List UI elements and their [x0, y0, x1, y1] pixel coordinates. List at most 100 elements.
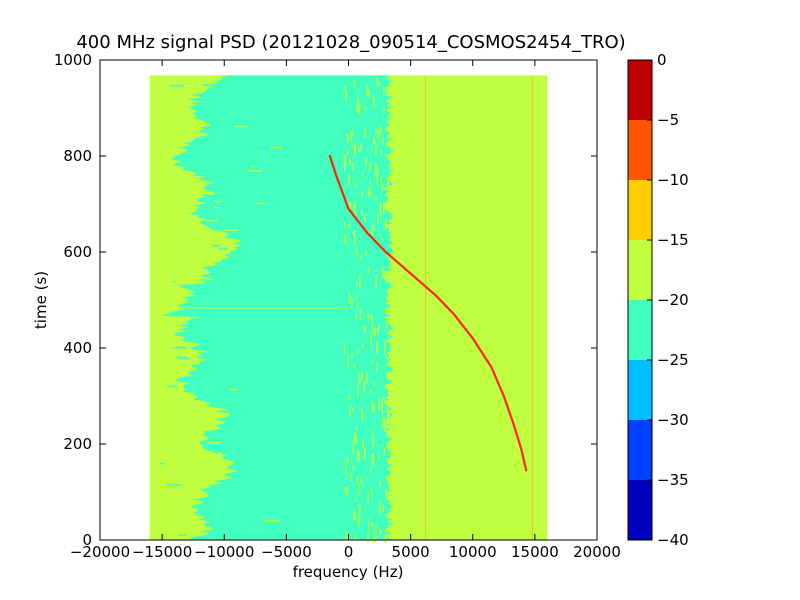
heatmap-speckle [361, 410, 364, 423]
heatmap-speckle [347, 459, 350, 463]
y-tick-label: 800 [63, 147, 92, 165]
heatmap-speckle [360, 407, 363, 412]
signal-point [525, 469, 528, 472]
heatmap-speckle [368, 187, 370, 196]
colorbar-tick-label: −25 [657, 351, 689, 369]
heatmap-speckle [343, 165, 346, 169]
heatmap-speckle [388, 425, 391, 430]
heatmap-speckle [350, 296, 353, 307]
signal-point [347, 207, 350, 210]
signal-point [434, 294, 437, 297]
heatmap-speckle [376, 76, 379, 85]
heatmap-speckle [380, 529, 382, 535]
heatmap-speckle [355, 248, 358, 254]
heatmap-speckle [389, 161, 392, 172]
y-axis-label: time (s) [32, 271, 50, 329]
heatmap-speckle [214, 142, 226, 145]
heatmap-speckle [358, 451, 360, 463]
colorbar-segment [628, 480, 652, 540]
heatmap-speckle [358, 275, 361, 288]
heatmap-speckle [352, 133, 354, 137]
x-axis-ticks: −20000 −15000 −10000 −5000 0 5000 10000 15000 20… [70, 60, 621, 561]
heatmap-speckle [202, 84, 218, 86]
heatmap-speckle [358, 485, 361, 496]
heatmap-speckle [353, 432, 356, 442]
signal-point [328, 155, 331, 157]
heatmap-speckle [188, 496, 197, 499]
heatmap-speckle [387, 186, 390, 195]
heatmap-speckle [372, 223, 374, 237]
heatmap-speckle [361, 172, 364, 179]
heatmap-speckle [343, 153, 346, 166]
heatmap-speckle [384, 218, 387, 230]
heatmap-speckle [350, 473, 352, 482]
heatmap-speckle [380, 237, 383, 241]
heatmap-speckle [174, 396, 188, 399]
heatmap-speckle [383, 447, 386, 456]
heatmap-speckle [382, 86, 385, 95]
heatmap-speckle [378, 82, 381, 87]
heatmap-speckle [350, 130, 352, 143]
heatmap-speckle [355, 434, 357, 445]
heatmap-speckle [205, 179, 213, 182]
heatmap-speckle [357, 96, 359, 108]
heatmap-speckle [379, 125, 382, 137]
colorbar: −40 −35 −30 −25 −20 −15 −10 −5 0 [627, 51, 689, 549]
heatmap-speckle [201, 312, 208, 315]
chart-title: 400 MHz signal PSD (20121028_090514_COSM… [76, 32, 625, 53]
heatmap-speckle [386, 320, 388, 329]
heatmap-speckle [355, 497, 357, 501]
heatmap-speckle [365, 157, 368, 166]
heatmap-speckle [387, 135, 389, 140]
signal-point [384, 251, 387, 253]
heatmap-speckle [229, 388, 238, 391]
heatmap-speckle [353, 78, 356, 89]
heatmap-speckle [390, 145, 392, 152]
heatmap-speckle [387, 291, 390, 299]
heatmap-speckle [343, 343, 346, 355]
heatmap-speckle [346, 133, 349, 143]
heatmap-speckle [176, 158, 182, 160]
y-tick-label: 1000 [54, 51, 92, 69]
y-tick-label: 400 [63, 339, 92, 357]
heatmap-speckle [366, 372, 368, 384]
heatmap-speckle [166, 385, 179, 388]
heatmap-speckle [375, 529, 377, 543]
heatmap-speckle [344, 487, 347, 491]
heatmap-speckle [387, 357, 389, 363]
heatmap-speckle [345, 89, 347, 102]
x-tick-label: 20000 [573, 543, 621, 561]
heatmap-speckle [370, 487, 373, 494]
colorbar-segment [628, 180, 652, 240]
signal-point [335, 174, 337, 177]
heatmap-speckle [354, 514, 357, 521]
heatmap-speckle [217, 248, 228, 250]
heatmap-speckle [379, 500, 381, 508]
x-tick-label: −15000 [132, 543, 192, 561]
heatmap [149, 75, 548, 544]
heatmap-speckle [347, 355, 349, 367]
heatmap-speckle [358, 516, 360, 528]
heatmap-speckle [172, 280, 176, 283]
heatmap-speckle [179, 357, 191, 360]
heatmap-speckle [351, 144, 354, 150]
heatmap-speckle [391, 208, 394, 213]
heatmap-speckle [382, 138, 384, 146]
heatmap-speckle [388, 410, 391, 418]
heatmap-speckle [386, 179, 389, 186]
heatmap-speckle [270, 146, 282, 149]
heatmap-speckle [363, 325, 366, 332]
heatmap-speckle [352, 465, 355, 472]
heatmap-speckle [372, 453, 374, 466]
heatmap-speckle [198, 279, 208, 281]
heatmap-speckle [364, 106, 367, 111]
heatmap-speckle [378, 454, 380, 459]
heatmap-speckle [353, 229, 355, 238]
heatmap-speckle [376, 171, 379, 185]
heatmap-speckle [357, 449, 359, 461]
heatmap-speckle [366, 84, 368, 97]
heatmap-speckle [367, 313, 369, 317]
heatmap-speckle [188, 84, 202, 86]
heatmap-speckle [348, 174, 350, 186]
heatmap-speckle [221, 450, 227, 452]
